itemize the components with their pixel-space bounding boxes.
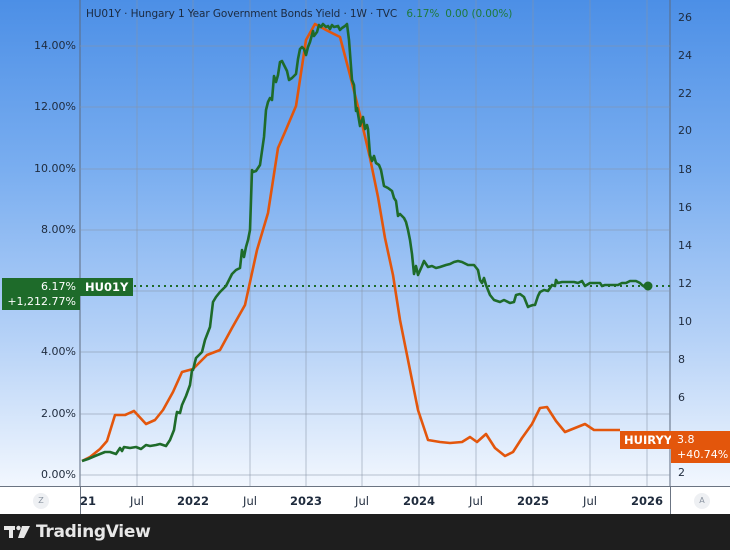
hu01y-price-tag: 6.17% +1,212.77% (2, 278, 80, 310)
left-tick: 8.00% (41, 223, 76, 236)
time-tick: 2026 (630, 494, 664, 508)
plot-canvas[interactable] (0, 0, 730, 486)
horizontal-gridlines (80, 45, 670, 476)
right-tick: 2 (678, 466, 685, 479)
footer-bar: TradingView (0, 514, 730, 550)
left-tick: 4.00% (41, 345, 76, 358)
chart-area[interactable]: HU01Y · Hungary 1 Year Government Bonds … (0, 0, 730, 486)
huiryy-price-change: +40.74% (677, 448, 729, 461)
legend-values: 6.17% 0.00 (0.00%) (406, 8, 518, 20)
huiryy-price-tag: 3.8 +40.74% (671, 431, 730, 463)
time-axis[interactable]: Z 21 Jul 2022 Jul 2023 Jul 2024 Jul 2025… (0, 486, 730, 515)
time-tick: Jul (243, 494, 257, 508)
right-tick: 18 (678, 163, 692, 176)
right-tick: 12 (678, 277, 692, 290)
left-tick: 2.00% (41, 407, 76, 420)
hu01y-line[interactable] (81, 22, 649, 463)
time-tick: Jul (355, 494, 369, 508)
legend-title: HU01Y · Hungary 1 Year Government Bonds … (86, 8, 398, 20)
hu01y-price-change: +1,212.77% (7, 295, 76, 308)
left-tick: 14.00% (34, 39, 76, 52)
hu01y-price-value: 6.17% (41, 280, 76, 293)
time-tick: 2024 (402, 494, 436, 508)
right-tick: 14 (678, 239, 692, 252)
right-tick: 26 (678, 11, 692, 24)
legend-change: 0.00 (0.00%) (445, 8, 513, 20)
right-tick: 16 (678, 201, 692, 214)
huiryy-price-value: 3.8 (677, 433, 695, 446)
left-tick: 12.00% (34, 100, 76, 113)
left-tick: 10.00% (34, 162, 76, 175)
time-tick: 2022 (176, 494, 210, 508)
auto-scale-button[interactable]: A (694, 493, 710, 509)
right-tick: 20 (678, 124, 692, 137)
huiryy-series-label: HUIRYY (620, 431, 677, 449)
right-tick: 22 (678, 87, 692, 100)
zoom-reset-button[interactable]: Z (33, 493, 49, 509)
right-tick: 8 (678, 353, 685, 366)
brand-name: TradingView (36, 522, 151, 542)
right-tick: 24 (678, 49, 692, 62)
right-tick: 10 (678, 315, 692, 328)
tradingview-logo[interactable]: TradingView (4, 522, 151, 542)
time-tick: Jul (583, 494, 597, 508)
right-tick: 6 (678, 391, 685, 404)
huiryy-line[interactable] (81, 22, 620, 463)
time-tick: Jul (469, 494, 483, 508)
tradingview-logo-icon (4, 525, 30, 538)
chart-legend[interactable]: HU01Y · Hungary 1 Year Government Bonds … (86, 8, 518, 20)
time-axis-right-border (670, 487, 671, 515)
time-tick: Jul (130, 494, 144, 508)
hu01y-series-label: HU01Y (80, 278, 134, 296)
time-tick: 21 (79, 494, 97, 508)
left-tick: 0.00% (41, 468, 76, 481)
time-axis-left-border (80, 487, 81, 515)
legend-last-value: 6.17% (406, 8, 440, 20)
last-price-dot (643, 281, 653, 291)
time-tick: 2023 (289, 494, 323, 508)
time-tick: 2025 (516, 494, 550, 508)
vertical-gridlines (136, 0, 648, 486)
